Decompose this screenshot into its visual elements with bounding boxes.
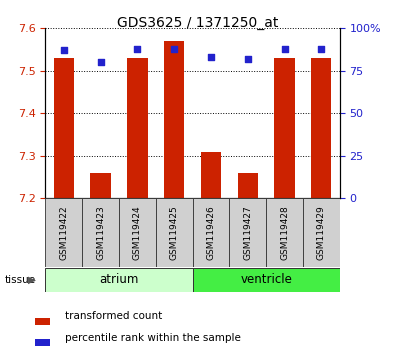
Bar [35,318,50,325]
Bar [156,198,193,267]
Bar [303,198,340,267]
Bar [90,173,111,198]
Text: tissue: tissue [5,275,36,285]
Bar [45,268,193,292]
Text: ▶: ▶ [28,275,36,285]
Text: GSM119423: GSM119423 [96,205,105,260]
Bar [119,198,156,267]
Text: GSM119422: GSM119422 [59,205,68,260]
Bar [275,58,295,198]
Text: GDS3625 / 1371250_at: GDS3625 / 1371250_at [117,16,278,30]
Bar [201,152,221,198]
Text: GSM119429: GSM119429 [317,205,326,260]
Bar [193,268,340,292]
Bar [229,198,266,267]
Bar [311,58,331,198]
Point [208,55,214,60]
Text: atrium: atrium [99,273,139,286]
Text: transformed count: transformed count [65,311,162,321]
Text: GSM119426: GSM119426 [207,205,215,260]
Bar [54,58,74,198]
Text: GSM119424: GSM119424 [133,205,142,260]
Bar [266,198,303,267]
Bar [164,41,184,198]
Bar [45,198,82,267]
Text: GSM119428: GSM119428 [280,205,289,260]
Bar [193,198,229,267]
Point [134,46,141,52]
Text: ventricle: ventricle [240,273,292,286]
Bar [82,198,119,267]
Point [318,46,324,52]
Point [281,46,288,52]
Point [245,56,251,62]
Bar [127,58,147,198]
Text: GSM119427: GSM119427 [243,205,252,260]
Text: GSM119425: GSM119425 [170,205,179,260]
Point [61,47,67,53]
Bar [238,173,258,198]
Point [98,59,104,65]
Bar [35,339,50,346]
Point [171,46,177,52]
Text: percentile rank within the sample: percentile rank within the sample [65,332,241,343]
